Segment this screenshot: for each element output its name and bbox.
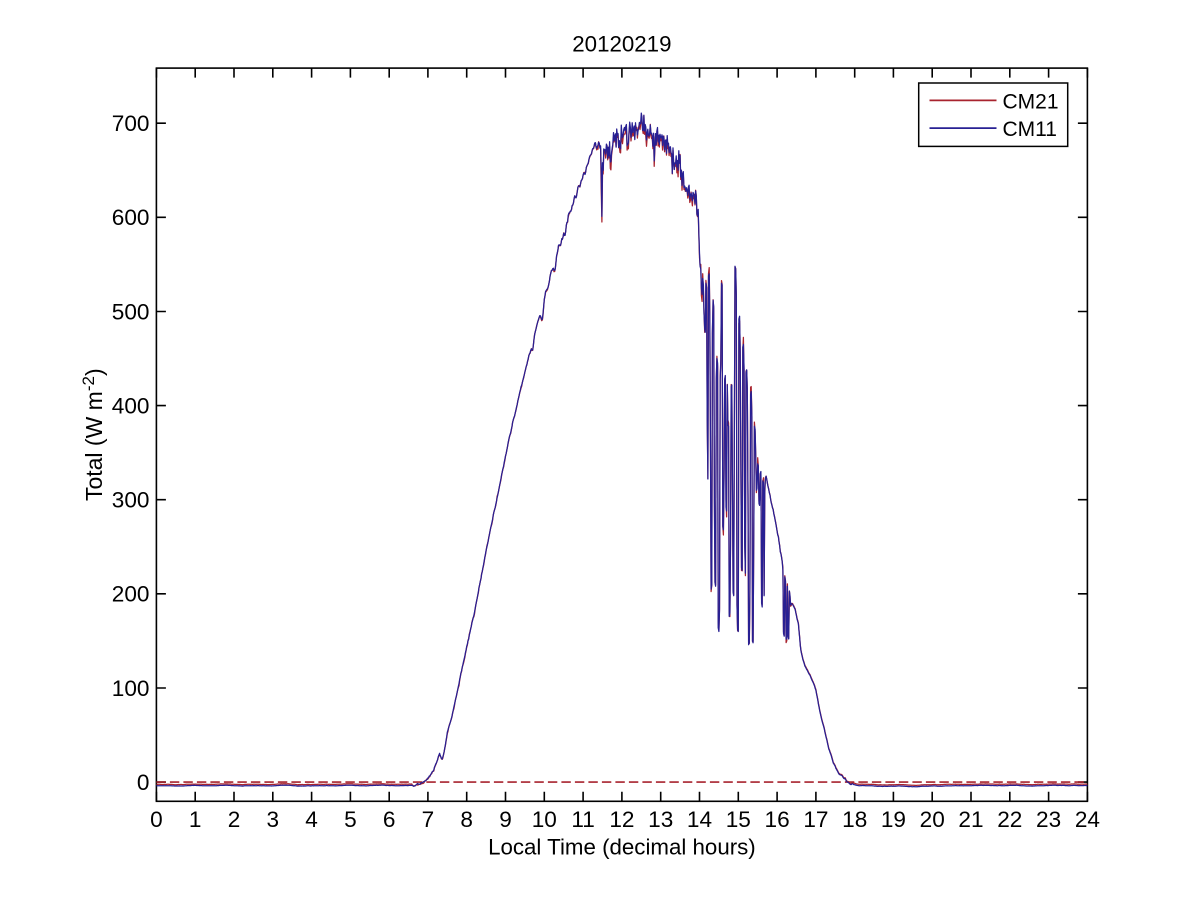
svg-text:24: 24: [1075, 807, 1100, 832]
svg-text:21: 21: [958, 807, 983, 832]
svg-text:400: 400: [112, 394, 150, 419]
svg-text:0: 0: [137, 770, 150, 795]
svg-text:20: 20: [920, 807, 945, 832]
svg-text:14: 14: [687, 807, 712, 832]
svg-text:200: 200: [112, 582, 150, 607]
svg-text:12: 12: [609, 807, 634, 832]
svg-text:500: 500: [112, 299, 150, 324]
svg-text:11: 11: [571, 807, 594, 832]
svg-text:15: 15: [726, 807, 751, 832]
svg-text:2: 2: [228, 807, 241, 832]
svg-text:10: 10: [532, 807, 557, 832]
svg-text:20120219: 20120219: [572, 32, 671, 57]
svg-text:Local Time (decimal hours): Local Time (decimal hours): [488, 834, 756, 859]
svg-text:1: 1: [189, 807, 202, 832]
svg-text:5: 5: [344, 807, 357, 832]
svg-text:9: 9: [499, 807, 512, 832]
svg-text:17: 17: [803, 807, 828, 832]
svg-text:100: 100: [112, 676, 150, 701]
svg-text:Total (W m-2): Total (W m-2): [79, 368, 107, 501]
svg-text:0: 0: [150, 807, 163, 832]
svg-text:300: 300: [112, 488, 150, 513]
svg-text:6: 6: [383, 807, 396, 832]
svg-text:700: 700: [112, 111, 150, 136]
svg-text:7: 7: [422, 807, 435, 832]
svg-text:23: 23: [1036, 807, 1061, 832]
svg-text:18: 18: [842, 807, 867, 832]
svg-text:8: 8: [460, 807, 473, 832]
svg-text:13: 13: [648, 807, 673, 832]
svg-text:16: 16: [765, 807, 790, 832]
svg-text:600: 600: [112, 205, 150, 230]
svg-text:CM11: CM11: [1003, 118, 1057, 141]
svg-text:3: 3: [267, 807, 280, 832]
svg-text:CM21: CM21: [1003, 90, 1059, 113]
svg-text:22: 22: [997, 807, 1022, 832]
svg-text:19: 19: [881, 807, 906, 832]
svg-text:4: 4: [305, 807, 318, 832]
